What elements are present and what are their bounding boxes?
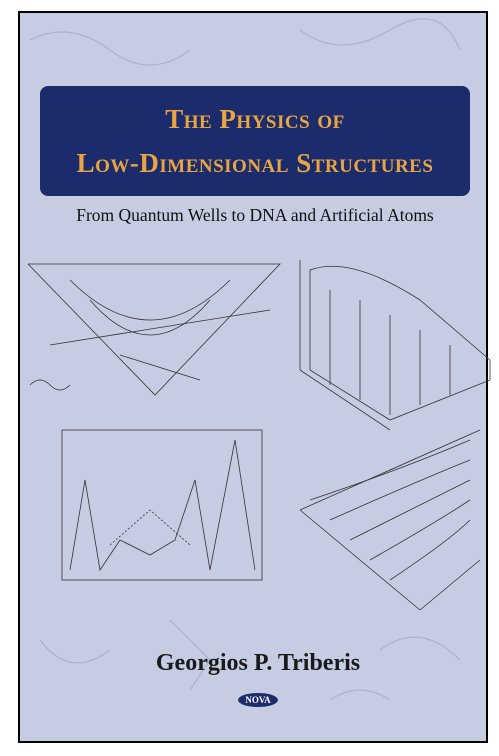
author: Georgios P. Triberis bbox=[156, 650, 360, 676]
title-line: Low-Dimensional Structures bbox=[77, 148, 434, 178]
subtitle: From Quantum Wells to DNA and Artificial… bbox=[76, 205, 434, 225]
publisher: NOVA bbox=[245, 695, 271, 705]
figure-top-left bbox=[27, 263, 281, 396]
background-pattern bbox=[29, 18, 461, 701]
title-line: The Physics of bbox=[165, 104, 345, 134]
title-banner bbox=[40, 86, 470, 196]
figure-bottom-left bbox=[61, 429, 263, 581]
figure-top-right bbox=[299, 260, 491, 431]
publisher-logo bbox=[238, 693, 278, 707]
figure-bottom-right bbox=[299, 429, 481, 611]
